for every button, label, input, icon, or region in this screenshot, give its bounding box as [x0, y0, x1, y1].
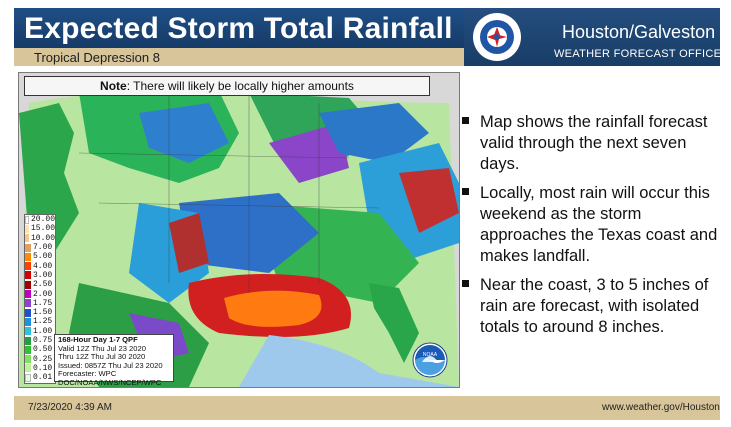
legend-value: 15.00 — [30, 224, 55, 234]
info-line: DOC/NOAA/NWS/NCEP/WPC — [58, 377, 162, 387]
legend-row: 0.10 — [25, 364, 55, 373]
forecast-info-box: 168-Hour Day 1-7 QPF Valid 12Z Thu Jul 2… — [54, 334, 174, 387]
legend-row: 1.00 — [25, 327, 55, 336]
legend-row: 2.50 — [25, 280, 55, 289]
info-line: 168-Hour Day 1-7 QPF — [58, 335, 138, 344]
bullet-mark — [462, 188, 469, 195]
legend-swatch — [25, 336, 31, 345]
note-label: Note — [100, 79, 127, 93]
info-line: Valid 12Z Thu Jul 23 2020 — [58, 343, 146, 353]
legend-swatch — [25, 364, 31, 373]
footer-band — [14, 396, 720, 420]
header: Expected Storm Total Rainfall Tropical D… — [0, 0, 731, 68]
bullet-mark — [462, 280, 469, 287]
legend-value: 1.00 — [33, 326, 53, 336]
legend-swatch — [25, 355, 31, 364]
legend-value: 20.00 — [30, 215, 55, 225]
legend-swatch — [25, 327, 31, 336]
legend-swatch — [25, 262, 31, 271]
subtitle-band — [14, 48, 464, 66]
legend-row: 0.50 — [25, 345, 55, 354]
info-line: Forecaster: WPC — [58, 369, 117, 379]
legend-value: 0.75 — [33, 336, 53, 345]
legend-swatch — [25, 234, 29, 243]
bullet-text: Locally, most rain will occur this weeke… — [480, 184, 718, 265]
legend-swatch — [25, 345, 31, 354]
legend-value: 5.00 — [33, 252, 53, 262]
legend-row: 1.50 — [25, 308, 55, 317]
legend-swatch — [25, 373, 31, 382]
legend-row: 5.00 — [25, 252, 55, 261]
legend-value: 1.50 — [33, 308, 53, 318]
legend-swatch — [25, 252, 31, 261]
footer-date: 7/23/2020 4:39 AM — [28, 402, 112, 413]
legend-swatch — [25, 224, 29, 233]
page-subtitle: Tropical Depression 8 — [34, 50, 160, 65]
legend-swatch — [25, 299, 31, 308]
legend-value: 1.75 — [33, 298, 53, 308]
legend-swatch — [25, 215, 29, 224]
noaa-logo-icon: NOAA — [412, 342, 448, 378]
legend-value: 4.00 — [33, 261, 53, 271]
legend-row: 0.75 — [25, 336, 55, 345]
map-note: Note: There will likely be locally highe… — [24, 76, 430, 96]
bullet-item: Map shows the rainfall forecast valid th… — [462, 112, 724, 175]
legend-row: 0.01 — [25, 373, 55, 382]
legend-row: 10.00 — [25, 234, 55, 243]
legend-swatch — [25, 290, 31, 299]
legend-value: 2.00 — [33, 289, 53, 299]
legend-row: 1.75 — [25, 299, 55, 308]
legend-row: 1.25 — [25, 317, 55, 326]
legend-swatch — [25, 280, 31, 289]
noaa-label: NOAA — [423, 352, 438, 358]
note-text: : There will likely be locally higher am… — [126, 79, 354, 93]
legend-row: 3.00 — [25, 271, 55, 280]
legend-value: 2.50 — [33, 280, 53, 290]
legend-row: 7.00 — [25, 243, 55, 252]
legend-value: 1.25 — [33, 317, 53, 327]
legend-swatch — [25, 317, 31, 326]
nws-logo-icon — [473, 13, 521, 61]
legend-row: 4.00 — [25, 261, 55, 271]
rainfall-legend: 20.00 15.00 10.00 7.00 5.00 4.00 3.00 2.… — [24, 214, 56, 384]
legend-value: 7.00 — [33, 243, 53, 253]
bullet-item: Locally, most rain will occur this weeke… — [462, 183, 724, 267]
info-line: Thru 12Z Thu Jul 30 2020 — [58, 352, 146, 362]
legend-swatch — [25, 271, 31, 280]
legend-value: 3.00 — [33, 270, 53, 280]
legend-value: 0.25 — [33, 354, 53, 364]
legend-row: 0.25 — [25, 354, 55, 364]
footer-url[interactable]: www.weather.gov/Houston — [602, 402, 720, 413]
office-subtitle: WEATHER FORECAST OFFICE — [554, 48, 722, 60]
title-band — [14, 8, 464, 48]
legend-value: 0.50 — [33, 345, 53, 355]
bullet-item: Near the coast, 3 to 5 inches of rain ar… — [462, 275, 724, 338]
legend-swatch — [25, 308, 31, 317]
legend-swatch — [25, 243, 31, 252]
legend-row: 2.00 — [25, 289, 55, 299]
bullet-text: Map shows the rainfall forecast valid th… — [480, 113, 708, 173]
office-name: Houston/Galveston — [562, 22, 716, 42]
legend-value: 0.01 — [33, 373, 53, 383]
bullet-text: Near the coast, 3 to 5 inches of rain ar… — [480, 276, 709, 336]
legend-row: 15.00 — [25, 224, 55, 233]
legend-value: 10.00 — [30, 233, 55, 243]
legend-row: 20.00 — [25, 215, 55, 224]
info-line: Issued: 0857Z Thu Jul 23 2020 — [58, 360, 163, 370]
legend-value: 0.10 — [33, 363, 53, 373]
page-title: Expected Storm Total Rainfall — [24, 12, 453, 45]
bullet-list: Map shows the rainfall forecast valid th… — [462, 112, 724, 346]
bullet-mark — [462, 117, 469, 124]
